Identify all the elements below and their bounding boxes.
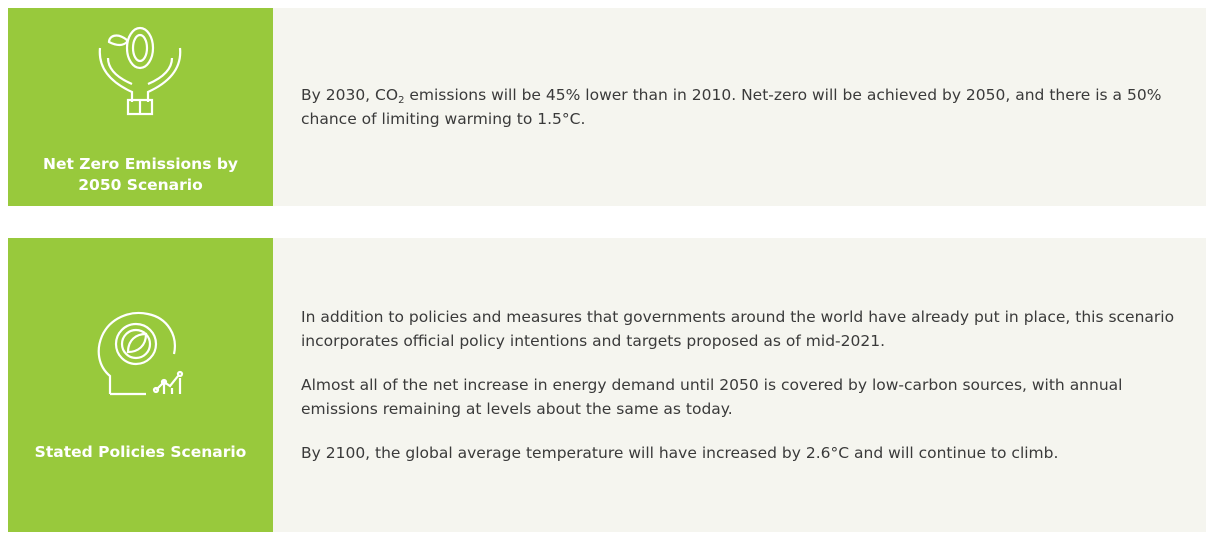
card-body: In addition to policies and measures tha… — [273, 238, 1206, 532]
text: Almost all of the net increase in energy… — [301, 376, 1123, 418]
card-title: Stated Policies Scenario — [34, 443, 247, 461]
card-body: By 2030, CO2 emissions will be 45% lower… — [273, 8, 1206, 206]
stated-policies-icon — [97, 311, 184, 396]
text: In addition to policies and measures tha… — [301, 308, 1175, 350]
text: 2 — [398, 95, 405, 106]
text: By 2100, the global average temperature … — [301, 444, 1059, 462]
card-side: Net Zero Emissions by 2050 Scenario — [8, 8, 273, 206]
card-title: Net Zero Emissions by 2050 Scenario — [42, 155, 239, 194]
paragraph: By 2100, the global average temperature … — [301, 441, 1176, 465]
net-zero-icon — [98, 26, 182, 116]
paragraph: By 2030, CO2 emissions will be 45% lower… — [301, 83, 1176, 131]
scenario-card: Net Zero Emissions by 2050 Scenario By 2… — [8, 8, 1206, 206]
text: emissions will be 45% lower than in 2010… — [301, 86, 1162, 128]
text: By 2030, CO — [301, 86, 399, 104]
paragraph: Almost all of the net increase in energy… — [301, 373, 1176, 421]
card-side: Stated Policies Scenario — [8, 238, 273, 532]
scenario-card: Stated Policies Scenario In addition to … — [8, 238, 1206, 532]
paragraph: In addition to policies and measures tha… — [301, 305, 1176, 353]
